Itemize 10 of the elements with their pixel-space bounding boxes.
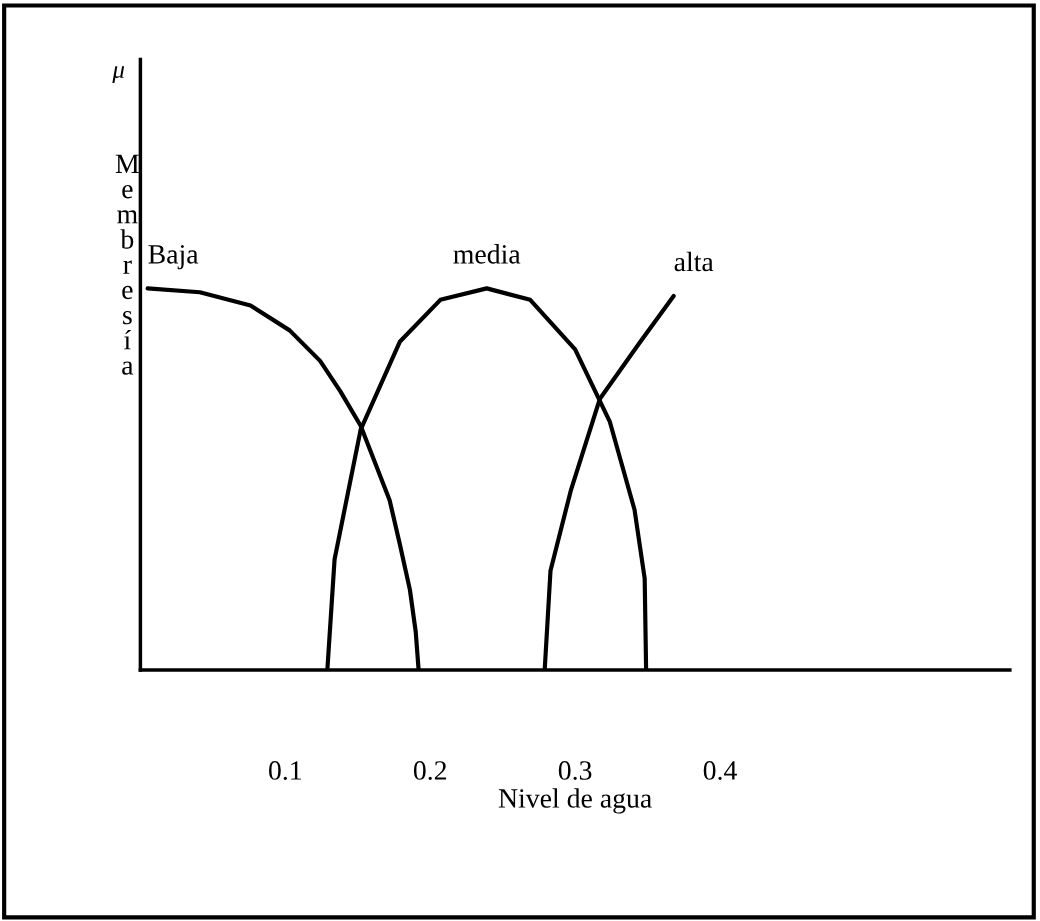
series-label: Baja — [148, 245, 199, 270]
series-label: media — [453, 244, 521, 264]
text: Membresía — [115, 154, 139, 375]
x-axis-title: Nivel de agua — [498, 788, 652, 814]
x-tick-label: 0.4 — [703, 761, 737, 780]
text: μ — [112, 66, 125, 84]
x-tick-label: 0.3 — [558, 761, 592, 780]
series-label: alta — [674, 251, 714, 272]
x-tick-label: 0.2 — [413, 761, 447, 780]
x-tick-label: 0.1 — [269, 761, 301, 780]
